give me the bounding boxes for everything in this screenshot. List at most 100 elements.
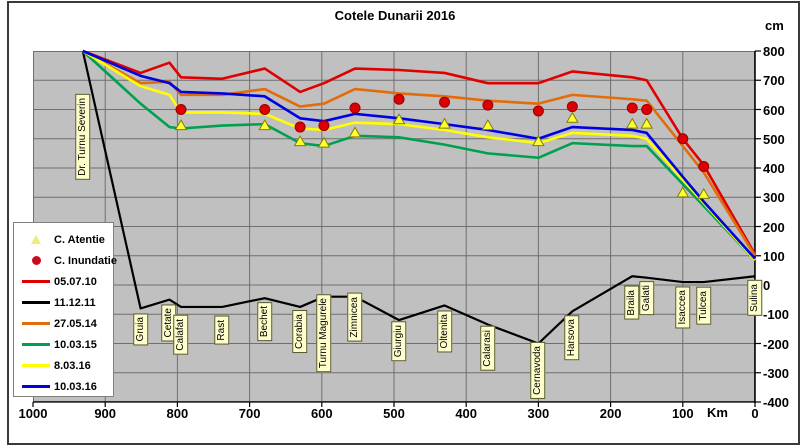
flood-dot-icon	[21, 256, 51, 265]
y-axis-tick-label: 200	[763, 219, 785, 235]
series-line-27-05-14	[82, 49, 757, 257]
inundatie-marker-corabia	[294, 121, 306, 133]
y-axis-tick-label: 0	[763, 278, 771, 293]
legend-item-series-5: 10.03.16	[21, 376, 113, 397]
inundatie-marker-braila	[626, 102, 638, 114]
station-label-cernavoda: Cernavoda	[531, 342, 546, 399]
legend: C. Atentie C. Inundatie 05.07.10 11.12.1…	[13, 222, 117, 397]
inundatie-marker-zimnicea	[349, 102, 361, 114]
x-axis-tick-label: 0	[751, 406, 759, 421]
inundatie-marker-cernavoda	[532, 105, 544, 117]
inundatie-marker-bechet	[259, 104, 271, 115]
inundatie-marker-tulcea	[698, 161, 710, 173]
legend-item-series-2: 27.05.14	[21, 313, 113, 334]
station-label-bechet: Bechet	[257, 302, 272, 342]
station-label-isaccea: Isaccea	[675, 286, 691, 329]
y-axis-tick-label: 100	[763, 248, 785, 264]
y-axis-unit-label: cm	[765, 18, 784, 33]
y-axis-tick-label: -100	[763, 307, 790, 323]
x-axis-tick-label: 400	[455, 406, 478, 421]
atentie-marker-calarasi	[481, 119, 495, 131]
x-axis-tick-label: 100	[671, 406, 694, 421]
atentie-marker-isaccea	[676, 186, 690, 198]
x-axis-tick-label: 700	[238, 406, 261, 421]
inundatie-marker-giurgiu	[393, 93, 405, 105]
x-axis-tick-label: 600	[310, 406, 333, 421]
atentie-marker-giurgiu	[392, 113, 406, 125]
line-swatch-icon	[21, 280, 51, 283]
legend-label: C. Atentie	[54, 233, 105, 246]
y-axis-tick-label: -400	[763, 395, 790, 410]
atentie-marker-calafat	[174, 119, 188, 131]
x-axis-tick-label: 300	[527, 406, 550, 421]
station-label-turnu-magurele: Turnu Magurele	[316, 294, 332, 373]
inundatie-marker-calarasi	[482, 99, 494, 111]
y-axis-tick-label: -300	[763, 365, 790, 381]
legend-item-inundatie: C. Inundatie	[21, 250, 117, 271]
atentie-marker-zimnicea	[348, 126, 362, 138]
line-swatch-icon	[21, 301, 51, 304]
station-label-harsova: Harsova	[565, 315, 580, 361]
y-axis-tick-label: 700	[763, 73, 785, 89]
station-label-calafat: Calafat	[173, 315, 189, 355]
atentie-marker-cernavoda	[532, 135, 545, 147]
inundatie-marker-harsova	[566, 101, 578, 113]
series-line-10-03-15	[81, 50, 756, 262]
legend-label: 10.03.16	[54, 380, 97, 393]
station-label-dr-turnu-severin: Dr. Turnu Severin	[75, 94, 91, 180]
station-label-gruia: Gruia	[133, 313, 148, 346]
legend-item-series-0: 05.07.10	[21, 271, 113, 292]
station-label-giurgiu: Giurgiu	[391, 321, 407, 362]
legend-label: 27.05.14	[54, 317, 97, 330]
y-axis-tick-label: 400	[763, 161, 785, 176]
series-line-05-07-10	[82, 49, 757, 255]
atentie-marker-galati	[640, 117, 654, 129]
y-axis-tick-label: -200	[763, 336, 790, 352]
legend-label: 10.03.15	[54, 338, 97, 351]
line-swatch-icon	[21, 364, 51, 367]
attention-triangle-icon	[21, 235, 51, 244]
station-label-oltenita: Oltenita	[437, 310, 452, 353]
station-label-zimnicea: Zimnicea	[347, 293, 363, 342]
legend-item-series-4: 8.03.16	[21, 355, 113, 376]
x-axis-tick-label: 200	[599, 406, 622, 421]
series-line-11-12-11	[81, 50, 756, 345]
atentie-marker-bechet	[258, 119, 272, 131]
station-label-galati: Galati	[639, 281, 654, 316]
atentie-marker-turnu-magurele	[317, 136, 331, 148]
atentie-marker-tulcea	[697, 187, 711, 199]
station-label-corabia: Corabia	[292, 310, 308, 354]
legend-item-series-3: 10.03.15	[21, 334, 113, 355]
chart-outer-frame	[7, 1, 800, 445]
legend-label: 11.12.11	[54, 296, 96, 309]
legend-label: 8.03.16	[54, 359, 91, 372]
line-swatch-icon	[21, 322, 51, 325]
line-swatch-icon	[21, 385, 51, 388]
legend-label: C. Inundatie	[54, 254, 117, 267]
atentie-marker-oltenita	[438, 117, 451, 129]
y-axis-tick-label: 800	[763, 44, 785, 59]
station-label-braila: Braila	[625, 286, 640, 320]
x-axis-unit-label: Km	[707, 405, 728, 420]
legend-item-series-1: 11.12.11	[21, 292, 113, 313]
line-swatch-icon	[21, 343, 51, 346]
y-axis-tick-label: 600	[763, 102, 785, 118]
y-axis-tick-label: 500	[763, 131, 785, 147]
inundatie-marker-galati	[641, 104, 653, 115]
x-axis-tick-label: 1000	[18, 406, 48, 421]
y-axis-tick-label: 300	[763, 190, 785, 206]
station-label-tulcea: Tulcea	[696, 287, 711, 325]
atentie-marker-harsova	[565, 111, 579, 123]
x-axis-tick-label: 800	[166, 406, 189, 421]
chart-title: Cotele Dunarii 2016	[334, 8, 456, 23]
inundatie-marker-isaccea	[677, 133, 689, 145]
inundatie-marker-calafat	[175, 104, 187, 115]
legend-label: 05.07.10	[54, 275, 97, 288]
x-axis-tick-label: 500	[383, 406, 405, 421]
atentie-marker-corabia	[293, 135, 307, 147]
legend-item-atentie: C. Atentie	[21, 229, 113, 250]
atentie-marker-braila	[625, 117, 639, 129]
inundatie-marker-turnu-magurele	[318, 120, 330, 132]
